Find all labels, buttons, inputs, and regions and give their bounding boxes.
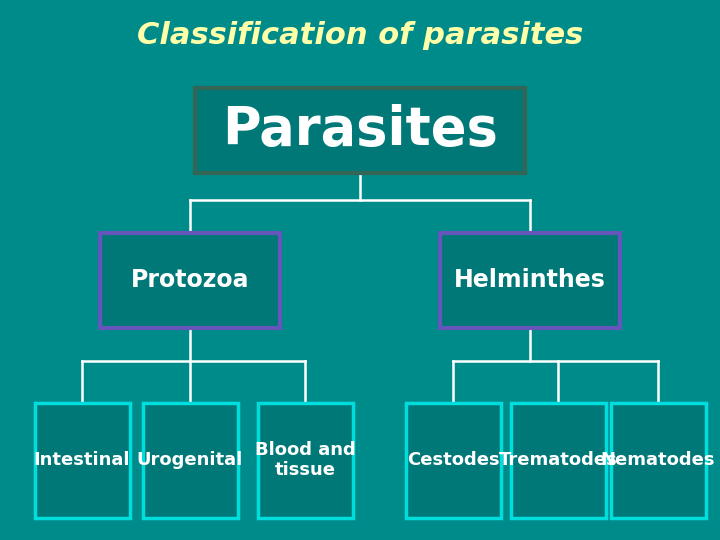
Text: Nematodes: Nematodes — [600, 451, 715, 469]
FancyBboxPatch shape — [510, 402, 606, 517]
Text: Parasites: Parasites — [222, 104, 498, 156]
FancyBboxPatch shape — [258, 402, 353, 517]
Text: Classification of parasites: Classification of parasites — [137, 21, 583, 50]
Text: Cestodes: Cestodes — [407, 451, 499, 469]
FancyBboxPatch shape — [143, 402, 238, 517]
Text: Intestinal: Intestinal — [34, 451, 130, 469]
Text: Blood and
tissue: Blood and tissue — [255, 441, 356, 480]
FancyBboxPatch shape — [35, 402, 130, 517]
Text: Protozoa: Protozoa — [131, 268, 249, 292]
FancyBboxPatch shape — [440, 233, 620, 327]
Text: Trematodes: Trematodes — [499, 451, 617, 469]
FancyBboxPatch shape — [611, 402, 706, 517]
FancyBboxPatch shape — [405, 402, 500, 517]
Text: Helminthes: Helminthes — [454, 268, 606, 292]
Text: Urogenital: Urogenital — [137, 451, 243, 469]
FancyBboxPatch shape — [195, 87, 525, 172]
FancyBboxPatch shape — [100, 233, 280, 327]
